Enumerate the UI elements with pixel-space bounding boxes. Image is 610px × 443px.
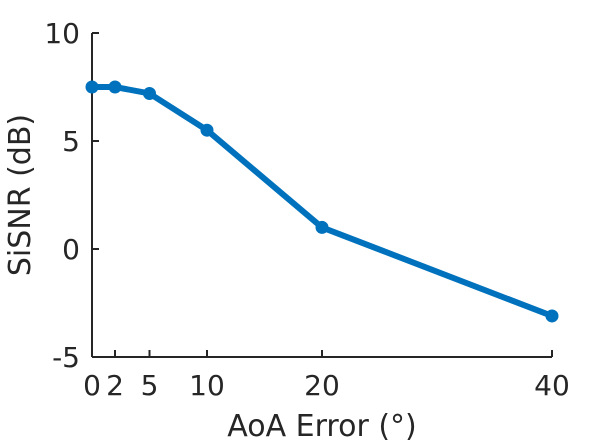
- x-tick-label: 5: [141, 369, 159, 402]
- x-axis-label: AoA Error (°): [227, 409, 416, 443]
- y-axis-label: SiSNR (dB): [3, 114, 38, 276]
- y-tick-label: -5: [52, 341, 80, 374]
- x-tick-label: 40: [534, 369, 570, 402]
- y-tick-label: 5: [62, 125, 80, 158]
- x-tick-label: 10: [189, 369, 225, 402]
- series-line: [89, 84, 555, 319]
- data-point: [545, 309, 559, 323]
- y-tick-label: 10: [44, 17, 80, 50]
- data-point: [143, 86, 156, 100]
- x-tick-label: 0: [83, 369, 101, 402]
- x-tick-label: 20: [304, 369, 340, 402]
- data-point: [85, 80, 99, 94]
- x-tick-label: 2: [106, 369, 124, 402]
- series-layer: [85, 80, 559, 323]
- y-tick-label: 0: [62, 233, 80, 266]
- data-point: [315, 220, 329, 234]
- data-point: [108, 80, 122, 94]
- data-point: [200, 123, 214, 137]
